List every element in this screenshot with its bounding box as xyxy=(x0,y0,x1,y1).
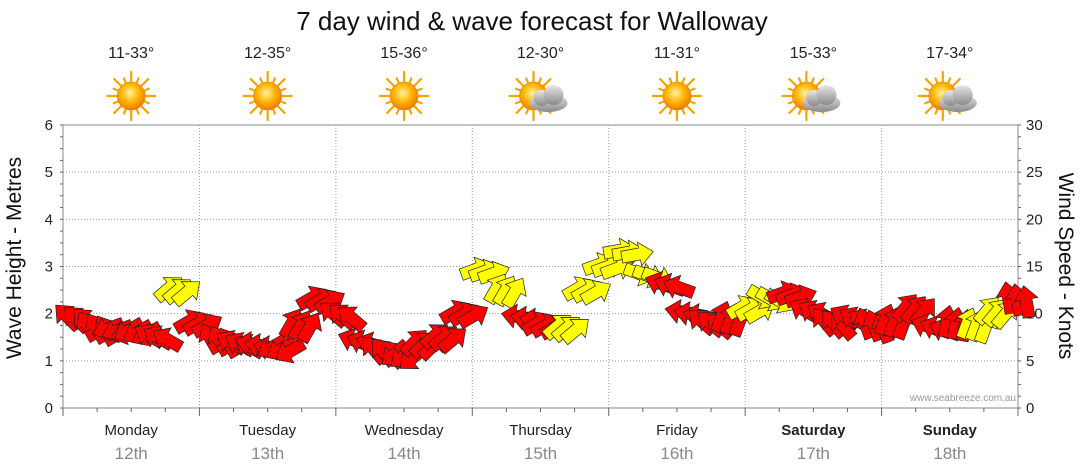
wind-arrow xyxy=(662,274,697,299)
right-tick-label: 20 xyxy=(1026,211,1043,228)
wind-arrow xyxy=(338,306,368,333)
right-axis-label: Wind Speed - Knots xyxy=(1054,173,1077,360)
day-date-label: 18th xyxy=(933,444,966,463)
right-axis-ticks: 051015202530 xyxy=(1026,117,1043,417)
temperature-label: 15-33° xyxy=(790,45,837,62)
day-date-label: 17th xyxy=(797,444,830,463)
right-tick-label: 25 xyxy=(1026,164,1043,181)
wind-arrow xyxy=(436,328,467,355)
temperature-label: 12-30° xyxy=(517,45,564,62)
left-tick-label: 6 xyxy=(45,117,53,134)
day-name-label: Sunday xyxy=(923,422,978,439)
sun-icon xyxy=(242,70,293,122)
left-tick-label: 5 xyxy=(45,164,53,181)
sun-icon xyxy=(106,70,157,122)
right-tick-label: 0 xyxy=(1026,400,1034,417)
left-tick-label: 3 xyxy=(45,259,53,276)
left-tick-label: 1 xyxy=(45,353,53,370)
temperature-row: 11-33° 12-35° 15-36° 12-30° 11-31° 15-33° 17-3… xyxy=(108,45,973,62)
left-tick-label: 2 xyxy=(45,306,53,323)
left-axis-label: Wave Height - Metres xyxy=(3,157,26,359)
grid-lines xyxy=(60,124,1021,416)
credit-text: www.seabreeze.com.au xyxy=(909,393,1016,404)
partly-cloudy-icon xyxy=(508,70,568,122)
wind-arrow xyxy=(296,312,322,345)
right-tick-label: 15 xyxy=(1026,259,1043,276)
day-date-label: 13th xyxy=(251,444,284,463)
day-date-label: 15th xyxy=(524,444,557,463)
wind-arrow xyxy=(456,303,489,330)
sun-icon xyxy=(651,70,703,122)
right-tick-label: 5 xyxy=(1026,353,1034,370)
wind-arrow xyxy=(579,280,611,306)
temperature-label: 12-35° xyxy=(244,45,291,62)
chart-title: 7 day wind & wave forecast for Walloway xyxy=(296,6,768,36)
weather-icon-row xyxy=(106,70,977,122)
wind-arrow-series xyxy=(55,237,1039,371)
day-name-label: Friday xyxy=(656,422,698,439)
wind-arrow xyxy=(559,318,589,346)
day-name-label: Saturday xyxy=(781,422,846,439)
right-tick-label: 30 xyxy=(1026,117,1043,134)
day-date-label: 16th xyxy=(660,444,693,463)
day-name-label: Wednesday xyxy=(365,422,444,439)
temperature-label: 17-34° xyxy=(926,45,973,62)
partly-cloudy-icon xyxy=(781,70,841,122)
left-tick-label: 4 xyxy=(45,211,53,228)
wind-arrow xyxy=(620,241,654,267)
day-labels: Monday 12th Tuesday 13th Wednesday 14th Thursd… xyxy=(105,422,978,463)
partly-cloudy-icon xyxy=(917,70,977,122)
temperature-label: 11-31° xyxy=(654,45,700,62)
temperature-label: 11-33° xyxy=(108,45,154,62)
day-name-label: Thursday xyxy=(509,422,572,439)
sun-icon xyxy=(378,70,430,122)
temperature-label: 15-36° xyxy=(380,45,427,62)
wind-arrow xyxy=(170,281,200,308)
wind-arrow xyxy=(1013,285,1039,319)
day-date-label: 12th xyxy=(115,444,148,463)
left-tick-label: 0 xyxy=(45,400,53,417)
day-name-label: Monday xyxy=(105,422,159,439)
day-date-label: 14th xyxy=(388,444,421,463)
left-axis-ticks: 0 1 2 3 4 5 6 xyxy=(45,117,53,417)
wind-arrow xyxy=(152,327,185,353)
day-name-label: Tuesday xyxy=(239,422,296,439)
